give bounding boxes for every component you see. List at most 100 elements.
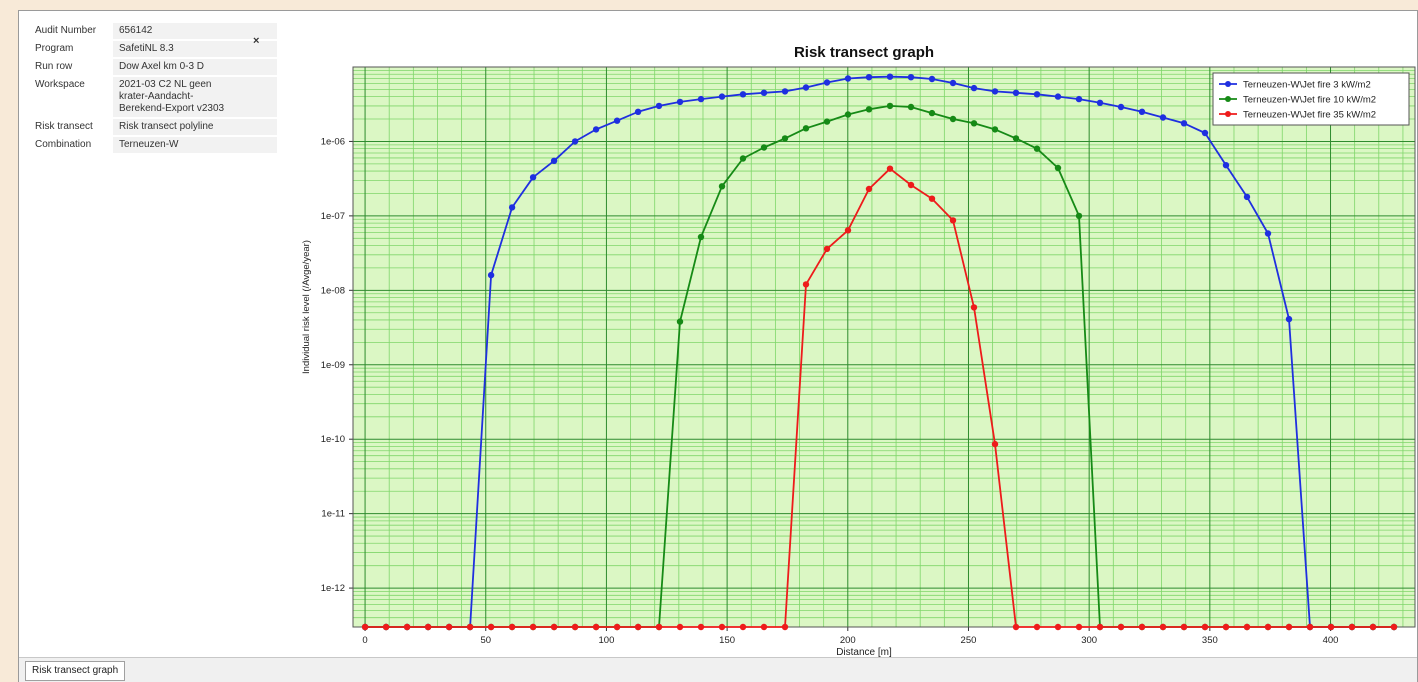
data-point bbox=[1138, 108, 1146, 116]
x-tick-label: 150 bbox=[719, 635, 735, 646]
data-point bbox=[1054, 623, 1062, 631]
data-point bbox=[718, 93, 726, 100]
data-point bbox=[739, 155, 747, 162]
info-value: Terneuzen-W bbox=[113, 137, 277, 153]
legend-label: Terneuzen-W\Jet fire 35 kW/m2 bbox=[1243, 110, 1376, 121]
data-point bbox=[1327, 623, 1335, 631]
data-point bbox=[844, 227, 852, 234]
data-point bbox=[886, 165, 894, 172]
data-point bbox=[550, 157, 558, 164]
data-point bbox=[949, 217, 957, 224]
info-row: Risk transect Risk transect polyline bbox=[29, 119, 277, 135]
tab-risk-transect-graph[interactable]: Risk transect graph bbox=[25, 661, 126, 681]
x-tick-label: 0 bbox=[362, 635, 367, 646]
x-tick-label: 350 bbox=[1202, 635, 1218, 646]
data-point bbox=[928, 195, 936, 202]
legend-label: Terneuzen-W\Jet fire 10 kW/m2 bbox=[1243, 95, 1376, 106]
info-row: Program SafetiNL 8.3 bbox=[29, 41, 277, 57]
data-point bbox=[739, 623, 747, 631]
data-point bbox=[508, 623, 516, 631]
info-value: Dow Axel km 0-3 D bbox=[113, 59, 277, 75]
data-point bbox=[844, 111, 852, 118]
data-point bbox=[907, 74, 915, 81]
data-point bbox=[571, 623, 579, 631]
data-point bbox=[760, 144, 768, 151]
legend-box bbox=[1212, 72, 1410, 126]
data-point bbox=[1159, 114, 1167, 121]
info-row: Workspace 2021-03 C2 NL geen krater-Aanda… bbox=[29, 77, 277, 117]
data-point bbox=[760, 89, 768, 97]
data-point bbox=[1012, 135, 1020, 142]
data-point bbox=[823, 245, 831, 253]
data-point bbox=[823, 79, 831, 86]
data-point bbox=[487, 271, 495, 279]
info-key: Program bbox=[29, 41, 113, 57]
x-tick-label: 200 bbox=[840, 635, 856, 646]
data-point bbox=[739, 91, 747, 98]
data-point bbox=[1285, 623, 1293, 631]
data-point bbox=[970, 304, 978, 311]
data-point bbox=[487, 623, 495, 631]
data-point bbox=[1222, 162, 1230, 169]
info-value: 2021-03 C2 NL geen krater-Aandacht- Bere… bbox=[113, 77, 277, 117]
y-tick-label: 1e-08 bbox=[321, 285, 345, 296]
y-tick-label: 1e-11 bbox=[321, 509, 345, 520]
data-point bbox=[655, 623, 663, 631]
data-point bbox=[1075, 623, 1083, 631]
y-tick-label: 1e-07 bbox=[321, 211, 345, 222]
info-key: Risk transect bbox=[29, 119, 113, 135]
data-point bbox=[1348, 623, 1356, 631]
data-point bbox=[991, 88, 999, 95]
data-point bbox=[970, 120, 978, 127]
data-point bbox=[991, 126, 999, 133]
data-point bbox=[634, 623, 642, 631]
data-point bbox=[1390, 623, 1398, 631]
x-tick-label: 400 bbox=[1323, 635, 1339, 646]
data-point bbox=[1201, 623, 1209, 631]
data-point bbox=[403, 623, 411, 631]
data-point bbox=[676, 98, 684, 106]
data-point bbox=[970, 84, 978, 92]
y-tick-label: 1e-12 bbox=[321, 583, 345, 594]
data-point bbox=[1159, 623, 1167, 631]
x-tick-label: 250 bbox=[961, 635, 977, 646]
data-point bbox=[1180, 120, 1188, 127]
info-value: Risk transect polyline bbox=[113, 119, 277, 135]
data-point bbox=[1012, 89, 1020, 97]
data-point bbox=[949, 79, 957, 87]
data-point bbox=[1054, 93, 1062, 100]
data-point bbox=[613, 117, 621, 124]
data-point bbox=[781, 623, 789, 631]
data-point bbox=[676, 318, 684, 325]
data-point bbox=[1201, 129, 1209, 137]
data-point bbox=[1096, 623, 1104, 631]
data-point bbox=[571, 138, 579, 145]
data-point bbox=[865, 74, 873, 81]
data-point bbox=[1180, 623, 1188, 631]
series-line bbox=[365, 75, 1394, 628]
chart-title: Risk transect graph bbox=[794, 44, 934, 61]
info-key: Combination bbox=[29, 137, 113, 153]
data-point bbox=[823, 118, 831, 125]
info-row: Combination Terneuzen-W bbox=[29, 137, 277, 153]
legend-swatch-marker bbox=[1225, 81, 1231, 87]
data-point bbox=[592, 126, 600, 133]
info-value: SafetiNL 8.3 bbox=[113, 41, 277, 57]
data-point bbox=[382, 623, 390, 631]
data-point bbox=[1117, 623, 1125, 631]
data-point bbox=[1054, 164, 1062, 172]
data-point bbox=[991, 440, 999, 448]
close-icon[interactable]: × bbox=[253, 35, 260, 47]
info-key: Run row bbox=[29, 59, 113, 75]
info-panel: × Audit Number 656142 Program SafetiNL 8.3 R… bbox=[23, 21, 286, 659]
data-point bbox=[697, 95, 705, 103]
info-row: Audit Number 656142 bbox=[29, 23, 277, 39]
series-line bbox=[365, 167, 1394, 628]
data-point bbox=[1222, 623, 1230, 631]
data-point bbox=[1264, 230, 1272, 237]
legend-swatch-marker bbox=[1225, 96, 1231, 102]
data-point bbox=[1285, 315, 1293, 323]
legend-label: Terneuzen-W\Jet fire 3 kW/m2 bbox=[1243, 80, 1371, 91]
y-tick-label: 1e-06 bbox=[321, 136, 345, 147]
data-point bbox=[1075, 95, 1083, 103]
